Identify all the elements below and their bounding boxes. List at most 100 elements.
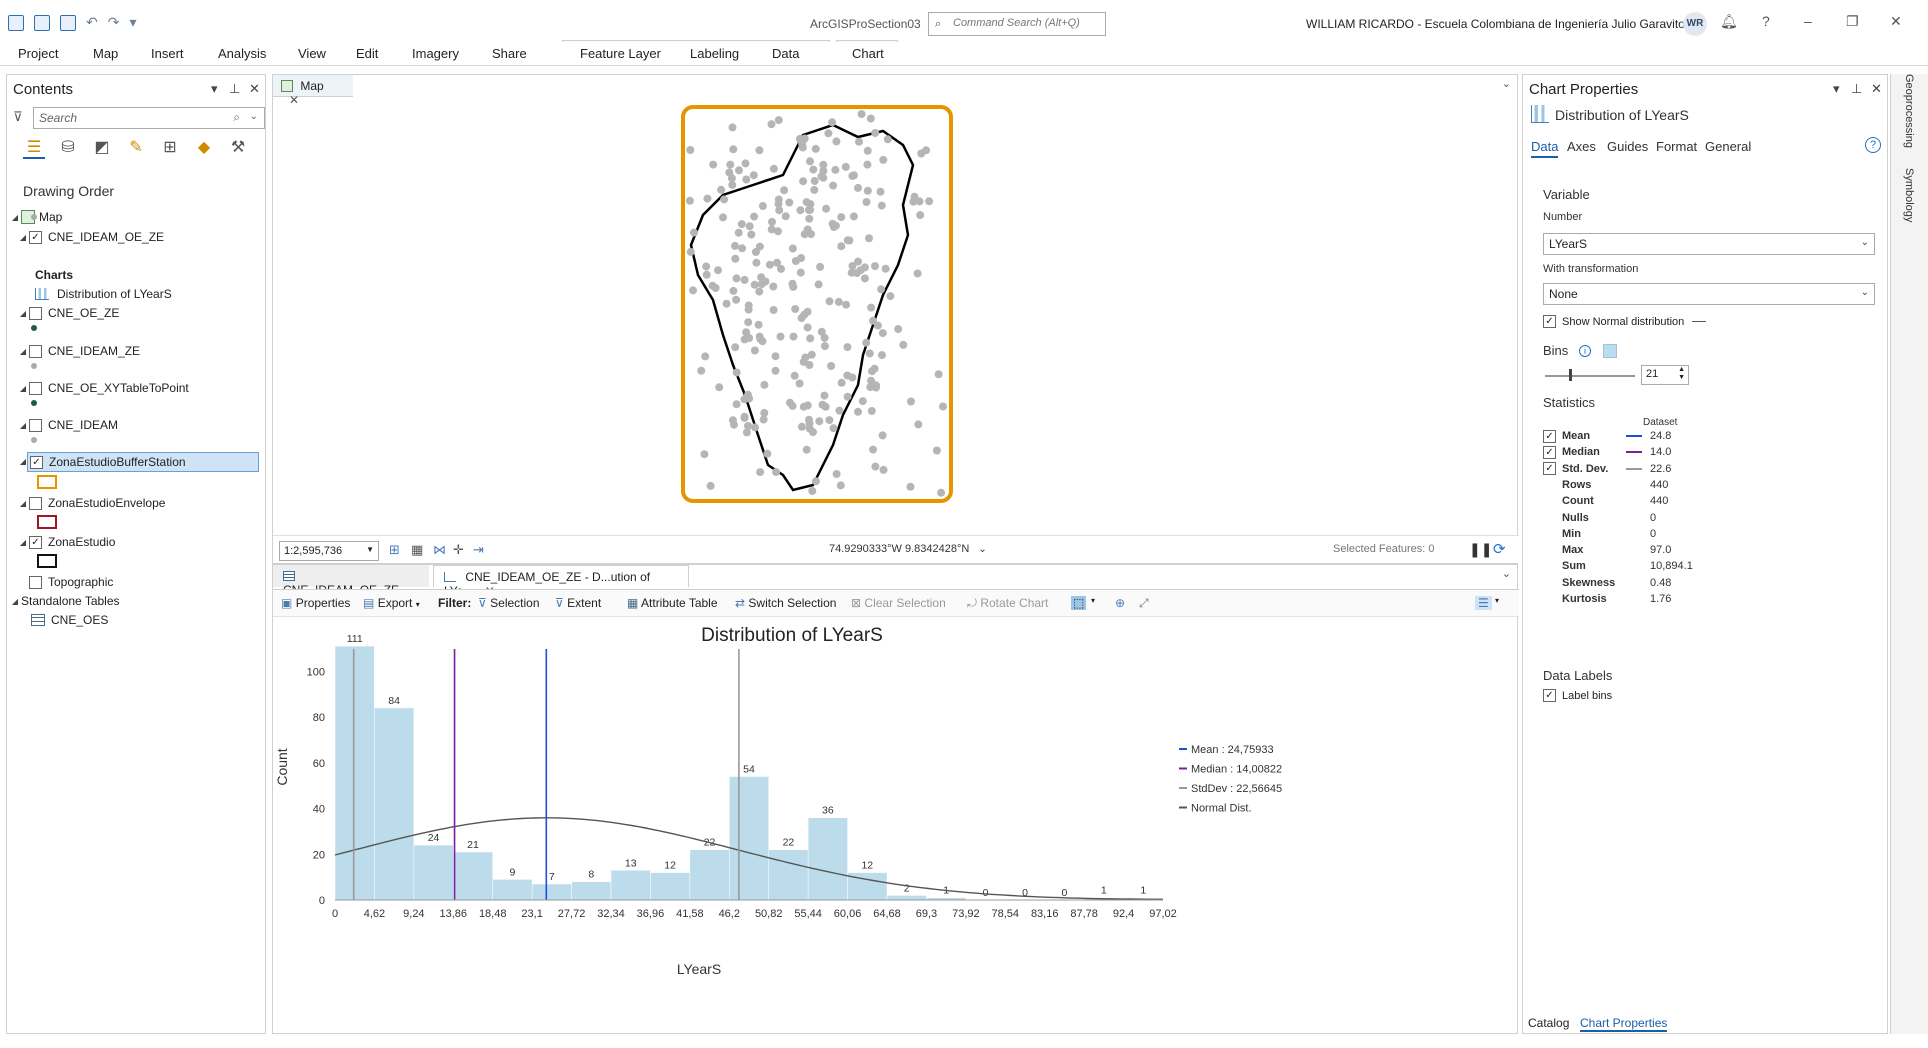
expand-caret-icon[interactable]: ◢ xyxy=(19,420,27,430)
station-point[interactable] xyxy=(871,129,880,137)
layer-visibility-checkbox[interactable] xyxy=(29,344,42,358)
legend-label[interactable]: Normal Dist. xyxy=(1191,803,1252,815)
station-point[interactable] xyxy=(865,349,874,358)
station-point[interactable] xyxy=(750,212,759,221)
station-point[interactable] xyxy=(768,217,776,226)
station-point[interactable] xyxy=(834,297,843,306)
tab-chart[interactable]: Chart xyxy=(852,46,884,61)
normal-distribution-line[interactable] xyxy=(334,817,1163,901)
close-pane-icon[interactable]: ✕ xyxy=(1871,81,1882,96)
station-point[interactable] xyxy=(914,420,923,429)
station-point[interactable] xyxy=(860,274,869,283)
station-point[interactable] xyxy=(802,198,811,207)
tab-imagery[interactable]: Imagery xyxy=(412,46,459,61)
station-point[interactable] xyxy=(832,137,841,146)
station-point[interactable] xyxy=(728,123,737,132)
select-tool-icon[interactable]: ⬚ xyxy=(1071,596,1087,610)
station-point[interactable] xyxy=(877,285,886,294)
clear-selection-button[interactable]: ⊠ Clear Selection xyxy=(851,596,946,610)
station-point[interactable] xyxy=(745,334,754,342)
station-point[interactable] xyxy=(828,118,837,127)
station-point[interactable] xyxy=(820,333,829,342)
station-point[interactable] xyxy=(775,206,784,215)
station-point[interactable] xyxy=(865,234,873,243)
station-point[interactable] xyxy=(934,370,943,379)
tab-symbology[interactable]: Symbology xyxy=(1903,168,1915,223)
tab-axes[interactable]: Axes xyxy=(1567,139,1596,154)
station-point[interactable] xyxy=(806,157,814,166)
station-point[interactable] xyxy=(697,366,706,375)
station-point[interactable] xyxy=(767,120,776,129)
station-point[interactable] xyxy=(879,465,888,474)
station-point[interactable] xyxy=(786,398,794,407)
station-point[interactable] xyxy=(750,280,759,289)
histogram-bar[interactable] xyxy=(729,776,769,901)
station-point[interactable] xyxy=(809,165,818,174)
station-point[interactable] xyxy=(837,213,846,222)
list-by-editing-icon[interactable]: ✎ xyxy=(129,139,143,156)
station-point[interactable] xyxy=(878,329,887,338)
rotate-chart-button[interactable]: ⤾ Rotate Chart xyxy=(967,596,1048,611)
tab-project[interactable]: Project xyxy=(18,46,59,61)
station-point[interactable] xyxy=(817,327,826,336)
chevron-down-icon[interactable]: ⌄ xyxy=(1501,78,1511,90)
station-point[interactable] xyxy=(769,164,778,173)
station-point[interactable] xyxy=(741,159,750,168)
station-point[interactable] xyxy=(744,390,752,399)
help-icon[interactable]: ? xyxy=(1865,137,1881,153)
station-point[interactable] xyxy=(751,423,759,432)
station-point[interactable] xyxy=(690,228,698,237)
user-name[interactable]: WILLIAM RICARDO - Escuela Colombiana de … xyxy=(1306,17,1685,31)
station-point[interactable] xyxy=(738,244,747,253)
legend-label[interactable]: Mean : 24,75933 xyxy=(1191,744,1274,756)
station-point[interactable] xyxy=(822,204,831,213)
station-point[interactable] xyxy=(763,449,772,458)
station-point[interactable] xyxy=(867,407,876,415)
station-point[interactable] xyxy=(755,146,764,155)
layer-zonaestudio[interactable]: ◢ ✓ ZonaEstudio xyxy=(17,532,115,552)
station-point[interactable] xyxy=(729,286,738,295)
station-point[interactable] xyxy=(797,422,806,431)
tab-view[interactable]: View xyxy=(298,46,326,61)
station-point[interactable] xyxy=(848,262,857,270)
tab-map-view[interactable]: Map ✕ xyxy=(273,75,353,107)
close-icon[interactable]: ✕ xyxy=(1890,13,1902,29)
station-point[interactable] xyxy=(700,450,709,459)
info-icon[interactable]: i xyxy=(1579,345,1591,357)
station-point[interactable] xyxy=(760,277,769,286)
station-point[interactable] xyxy=(916,211,925,220)
station-point[interactable] xyxy=(740,275,749,284)
station-point[interactable] xyxy=(815,417,824,426)
point-symbol-icon[interactable] xyxy=(31,325,37,331)
station-point[interactable] xyxy=(771,352,780,361)
station-point[interactable] xyxy=(805,415,813,424)
station-point[interactable] xyxy=(740,412,749,421)
show-normal-checkbox[interactable]: ✓ xyxy=(1543,315,1556,328)
station-point[interactable] xyxy=(854,407,862,416)
show-normal-option[interactable]: ✓ Show Normal distribution xyxy=(1543,315,1707,328)
tab-data[interactable]: Data xyxy=(1531,139,1559,158)
station-point[interactable] xyxy=(803,323,812,332)
station-point[interactable] xyxy=(858,397,867,406)
histogram-bar[interactable] xyxy=(886,895,927,901)
station-point[interactable] xyxy=(850,171,858,180)
filter-extent-button[interactable]: ⊽ Extent xyxy=(555,596,601,610)
station-point[interactable] xyxy=(686,247,695,256)
station-point[interactable] xyxy=(772,468,781,477)
point-symbol-icon[interactable] xyxy=(31,214,37,220)
chevron-down-icon[interactable]: ▾ xyxy=(1091,596,1096,605)
tab-data[interactable]: Data xyxy=(772,46,800,61)
new-project-icon[interactable] xyxy=(8,14,24,31)
tab-attribute-table[interactable]: CNE_IDEAM_OE_ZE xyxy=(273,565,429,597)
station-point[interactable] xyxy=(777,264,785,273)
station-point[interactable] xyxy=(776,332,785,341)
pane-options-icon[interactable]: ▾ xyxy=(1833,81,1840,96)
legend-toggle-icon[interactable]: ☰ xyxy=(1475,596,1492,610)
restore-icon[interactable]: ❐ xyxy=(1846,13,1859,29)
station-point[interactable] xyxy=(869,316,877,325)
station-point[interactable] xyxy=(744,305,753,314)
station-point[interactable] xyxy=(759,415,768,424)
tab-labeling[interactable]: Labeling xyxy=(690,46,740,61)
navigation-icon[interactable]: ⇥ xyxy=(473,542,484,557)
